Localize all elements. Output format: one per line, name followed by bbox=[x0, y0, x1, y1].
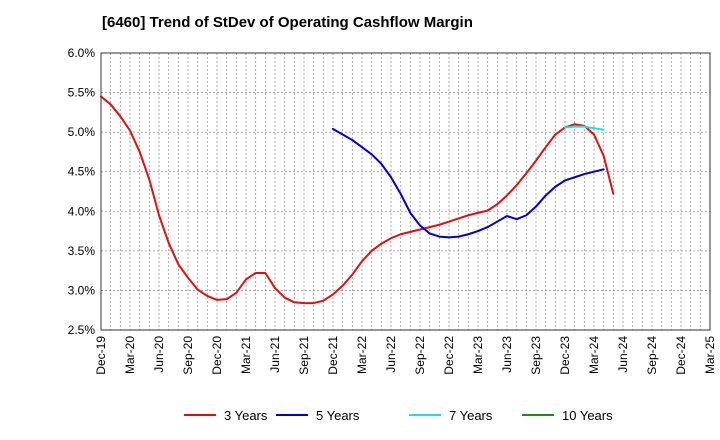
x-tick-label: Sep-22 bbox=[413, 336, 427, 375]
x-tick-label: Dec-19 bbox=[94, 336, 108, 375]
x-tick-label: Jun-24 bbox=[616, 336, 630, 373]
y-tick-label: 3.5% bbox=[68, 244, 96, 258]
x-tick-label: Jun-21 bbox=[268, 336, 282, 373]
x-tick-label: Mar-23 bbox=[471, 336, 485, 374]
x-tick-label: Sep-24 bbox=[645, 336, 659, 375]
y-tick-label: 5.0% bbox=[68, 125, 96, 139]
x-tick-label: Dec-23 bbox=[558, 336, 572, 375]
x-tick-label: Dec-22 bbox=[442, 336, 456, 375]
y-tick-label: 4.5% bbox=[68, 165, 96, 179]
x-tick-label: Mar-25 bbox=[703, 336, 717, 374]
legend-label: 7 Years bbox=[449, 408, 493, 423]
y-tick-label: 3.0% bbox=[68, 283, 96, 297]
x-tick-label: Dec-24 bbox=[674, 336, 688, 375]
plot-frame bbox=[100, 52, 711, 331]
legend: 3 Years 5 Years 7 Years 10 Years bbox=[184, 408, 613, 423]
x-tick-label: Sep-20 bbox=[181, 336, 195, 375]
grid-lines bbox=[101, 53, 710, 330]
x-tick-label: Jun-22 bbox=[384, 336, 398, 373]
x-tick-label: Jun-23 bbox=[500, 336, 514, 373]
series-line-5-years bbox=[332, 127, 605, 239]
x-tick-label: Mar-20 bbox=[123, 336, 137, 374]
y-tick-label: 5.5% bbox=[68, 86, 96, 100]
series-line-3-years bbox=[100, 95, 615, 305]
x-tick-label: Sep-21 bbox=[297, 336, 311, 375]
x-axis-ticks: Dec-19 Mar-20 Jun-20 Sep-20 Dec-20 Mar-21 Jun-… bbox=[94, 336, 717, 375]
y-axis-ticks: 2.5% 3.0% 3.5% 4.0% 4.5% 5.0% 5.5% 6.0% bbox=[68, 46, 96, 337]
x-tick-label: Jun-20 bbox=[152, 336, 166, 373]
chart-title: [6460] Trend of StDev of Operating Cashf… bbox=[102, 14, 473, 31]
y-tick-label: 6.0% bbox=[68, 46, 96, 60]
x-tick-label: Mar-24 bbox=[587, 336, 601, 374]
x-tick-label: Dec-21 bbox=[326, 336, 340, 375]
legend-label: 3 Years bbox=[224, 408, 268, 423]
series-lines bbox=[100, 95, 615, 305]
x-tick-label: Dec-20 bbox=[210, 336, 224, 375]
x-tick-label: Mar-21 bbox=[239, 336, 253, 374]
legend-label: 10 Years bbox=[562, 408, 613, 423]
x-tick-label: Sep-23 bbox=[529, 336, 543, 375]
series-line-7-years bbox=[564, 125, 605, 131]
legend-label: 5 Years bbox=[316, 408, 360, 423]
y-tick-label: 2.5% bbox=[68, 323, 96, 337]
y-tick-label: 4.0% bbox=[68, 204, 96, 218]
x-tick-label: Mar-22 bbox=[355, 336, 369, 374]
